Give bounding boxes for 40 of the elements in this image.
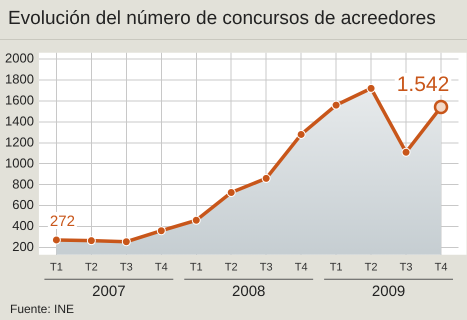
y-tick-label: 2000 — [5, 50, 34, 66]
x-tick-label: T2 — [224, 261, 238, 274]
text: 2007 — [92, 282, 126, 300]
point — [226, 188, 236, 198]
y-tick-label: 1800 — [5, 72, 34, 87]
y-tick-label: 400 — [12, 218, 34, 234]
data-label: 272 — [50, 212, 75, 230]
point — [156, 226, 166, 236]
point — [402, 148, 411, 157]
text: 2009 — [372, 282, 406, 300]
x-tick-label: T3 — [120, 261, 133, 274]
x-tick-label: T3 — [260, 261, 273, 274]
x-tick-label: T2 — [84, 261, 98, 274]
x-tick-label: T1 — [330, 261, 343, 274]
y-tick-label: 1200 — [5, 134, 34, 150]
point — [122, 237, 131, 246]
x-tick-label: T4 — [434, 261, 448, 274]
point — [366, 84, 376, 93]
x-tick-label: T4 — [294, 261, 308, 274]
y-tick-label: 200 — [12, 239, 34, 254]
x-tick-label: T3 — [400, 261, 412, 274]
x-tick-label: T1 — [190, 261, 203, 274]
data-label: 1.542 — [396, 73, 450, 96]
point — [262, 174, 271, 183]
point — [296, 130, 306, 139]
chart-title: Evolución del número de concursos de acreedores — [0, 0, 467, 40]
point — [332, 100, 341, 110]
x-tick-label: T1 — [50, 261, 63, 274]
y-tick-label: 1600 — [5, 92, 34, 108]
point — [52, 235, 61, 244]
x-tick-label: T2 — [364, 261, 378, 274]
point — [86, 236, 96, 246]
text: 2008 — [232, 282, 266, 300]
y-tick-label: 800 — [12, 176, 34, 192]
point — [192, 216, 201, 225]
y-tick-label: 1400 — [5, 113, 34, 128]
y-tick-label: 1000 — [5, 155, 34, 170]
y-tick-label: 600 — [12, 197, 34, 212]
source-note: Fuente: INE — [10, 302, 74, 316]
x-tick-label: T4 — [154, 261, 168, 274]
